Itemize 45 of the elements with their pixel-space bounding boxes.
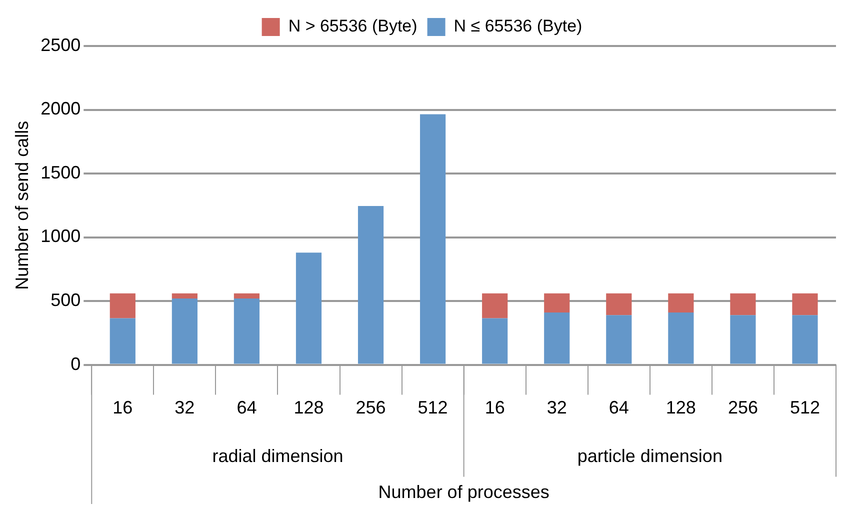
bar xyxy=(420,114,446,364)
x-tick-label: 64 xyxy=(236,398,257,418)
bar xyxy=(668,293,694,313)
legend-label: N > 65536 (Byte) xyxy=(288,16,418,36)
x-tick-label: 32 xyxy=(546,398,567,418)
bar xyxy=(172,293,198,298)
x-tick-label: 128 xyxy=(294,398,324,418)
bar xyxy=(730,315,756,364)
x-tick-label: 512 xyxy=(418,398,448,418)
y-tick-label: 500 xyxy=(50,290,81,310)
bar xyxy=(482,293,508,318)
x-tick-label: 32 xyxy=(174,398,195,418)
x-tick-label: 256 xyxy=(356,398,386,418)
y-axis-title: Number of send calls xyxy=(12,120,32,290)
bar xyxy=(792,293,818,316)
y-tick-label: 1500 xyxy=(40,162,81,182)
bar xyxy=(234,298,260,364)
x-tick-label: 16 xyxy=(112,398,133,418)
legend-label: N ≤ 65536 (Byte) xyxy=(454,16,582,36)
x-tick-label: 16 xyxy=(484,398,505,418)
bar xyxy=(358,206,384,364)
x-axis-title: Number of processes xyxy=(378,482,550,502)
text: particle dimension xyxy=(577,446,722,466)
bar xyxy=(172,298,198,364)
bar xyxy=(234,293,260,298)
x-tick-label: 256 xyxy=(728,398,758,418)
x-tick-label: 64 xyxy=(608,398,629,418)
bar xyxy=(482,318,508,364)
bar xyxy=(730,293,756,316)
bar xyxy=(606,315,632,364)
bar xyxy=(544,293,570,313)
y-tick-label: 2000 xyxy=(40,98,81,119)
x-tick-label: 512 xyxy=(790,398,820,418)
bar xyxy=(668,312,694,364)
bar xyxy=(792,315,818,364)
bar xyxy=(544,312,570,364)
bar xyxy=(606,293,632,316)
bar xyxy=(110,318,136,364)
bar xyxy=(110,293,136,318)
y-tick-label: 1000 xyxy=(40,226,81,246)
y-tick-label: 2500 xyxy=(40,34,81,55)
x-tick-label: 128 xyxy=(666,398,696,418)
bar xyxy=(296,252,322,364)
text: radial dimension xyxy=(212,446,344,466)
y-tick-label: 0 xyxy=(70,354,81,374)
